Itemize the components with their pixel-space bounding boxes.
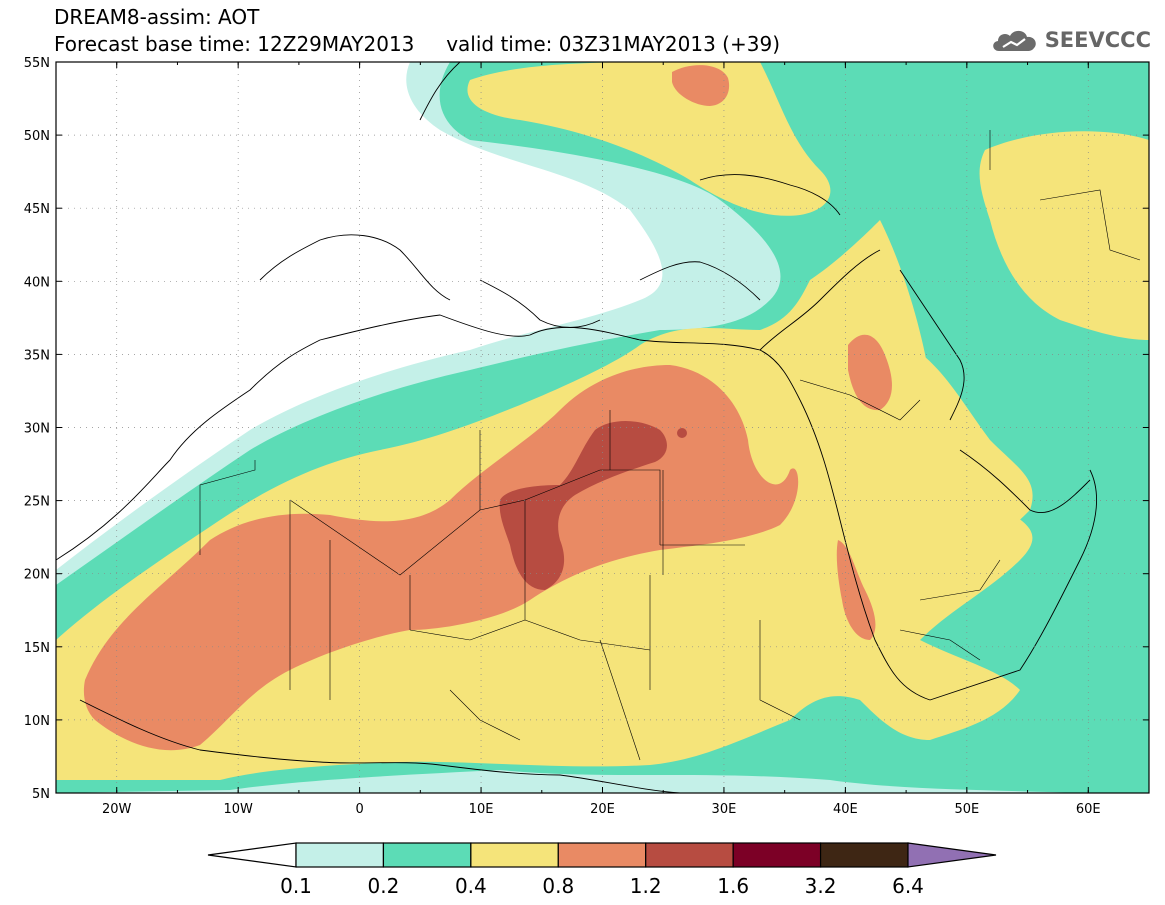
aot-band-0.8-arabia xyxy=(848,334,892,411)
colorbar-left-arrow xyxy=(207,842,297,868)
graticule xyxy=(56,62,1149,793)
lat-label: 55N xyxy=(24,56,50,71)
aot-band-0.4-arabia xyxy=(883,340,1033,580)
aot-band-0.4-asia xyxy=(979,131,1149,340)
lat-label: 5N xyxy=(32,787,50,802)
lat-label: 20N xyxy=(24,568,50,583)
cloud-icon xyxy=(992,30,1036,51)
lat-label: 30N xyxy=(24,422,50,437)
colorbar-label: 3.2 xyxy=(805,874,837,898)
colorbar-swatch xyxy=(645,842,734,868)
colorbar-labels: 0.1 0.2 0.4 0.8 1.2 1.6 3.2 6.4 xyxy=(280,874,924,898)
colorbar-swatch xyxy=(295,842,385,868)
colorbar-label: 0.8 xyxy=(542,874,574,898)
map-subtitle-times: Forecast base time: 12Z29MAY2013 valid t… xyxy=(54,32,780,56)
lon-label: 10W xyxy=(223,802,253,817)
latitude-labels: 55N 50N 45N 40N 35N 30N 25N 20N 15N 10N 5N xyxy=(24,56,50,802)
lon-label: 30E xyxy=(712,802,737,817)
colorbar-label: 0.1 xyxy=(280,874,312,898)
lat-label: 10N xyxy=(24,714,50,729)
lat-label: 50N xyxy=(24,129,50,144)
logo-text: SEEVCCC xyxy=(1044,28,1151,52)
colorbar-label: 1.6 xyxy=(717,874,749,898)
axis-ticks xyxy=(55,61,1150,794)
lon-label: 60E xyxy=(1076,802,1101,817)
country-borders xyxy=(199,130,1141,761)
colorbar-label: 6.4 xyxy=(892,874,924,898)
lon-label: 50E xyxy=(954,802,979,817)
aot-colorbar xyxy=(207,842,997,868)
colorbar-swatch xyxy=(732,842,822,868)
colorbar-swatch xyxy=(382,842,472,868)
coastlines xyxy=(56,62,1098,793)
colorbar-swatch xyxy=(819,842,909,868)
lon-label: 20E xyxy=(590,802,615,817)
colorbar-label: 0.4 xyxy=(455,874,487,898)
seevccc-logo: SEEVCCC xyxy=(989,22,1151,58)
lon-label: 20W xyxy=(102,802,132,817)
map-title: DREAM8-assim: AOT xyxy=(54,5,260,29)
lat-label: 25N xyxy=(24,495,50,510)
colorbar-label: 0.2 xyxy=(368,874,400,898)
lon-label: 10E xyxy=(469,802,494,817)
aot-band-1.2-spot xyxy=(677,428,687,438)
lat-label: 35N xyxy=(24,348,50,363)
lon-label: 40E xyxy=(833,802,858,817)
lat-label: 40N xyxy=(24,275,50,290)
colorbar-swatch xyxy=(557,842,647,868)
lat-label: 45N xyxy=(24,202,50,217)
aot-band-1.2 xyxy=(499,421,667,590)
longitude-labels: 20W 10W 0 10E 20E 30E 40E 50E 60E xyxy=(102,802,1101,817)
aot-band-0.8-europe xyxy=(672,65,730,106)
aot-band-0.4-europe xyxy=(467,62,831,216)
colorbar-right-arrow xyxy=(907,842,997,868)
colorbar-label: 1.2 xyxy=(630,874,662,898)
lon-label: 0 xyxy=(355,802,363,817)
lat-label: 15N xyxy=(24,641,50,656)
colorbar-swatch xyxy=(470,842,559,868)
